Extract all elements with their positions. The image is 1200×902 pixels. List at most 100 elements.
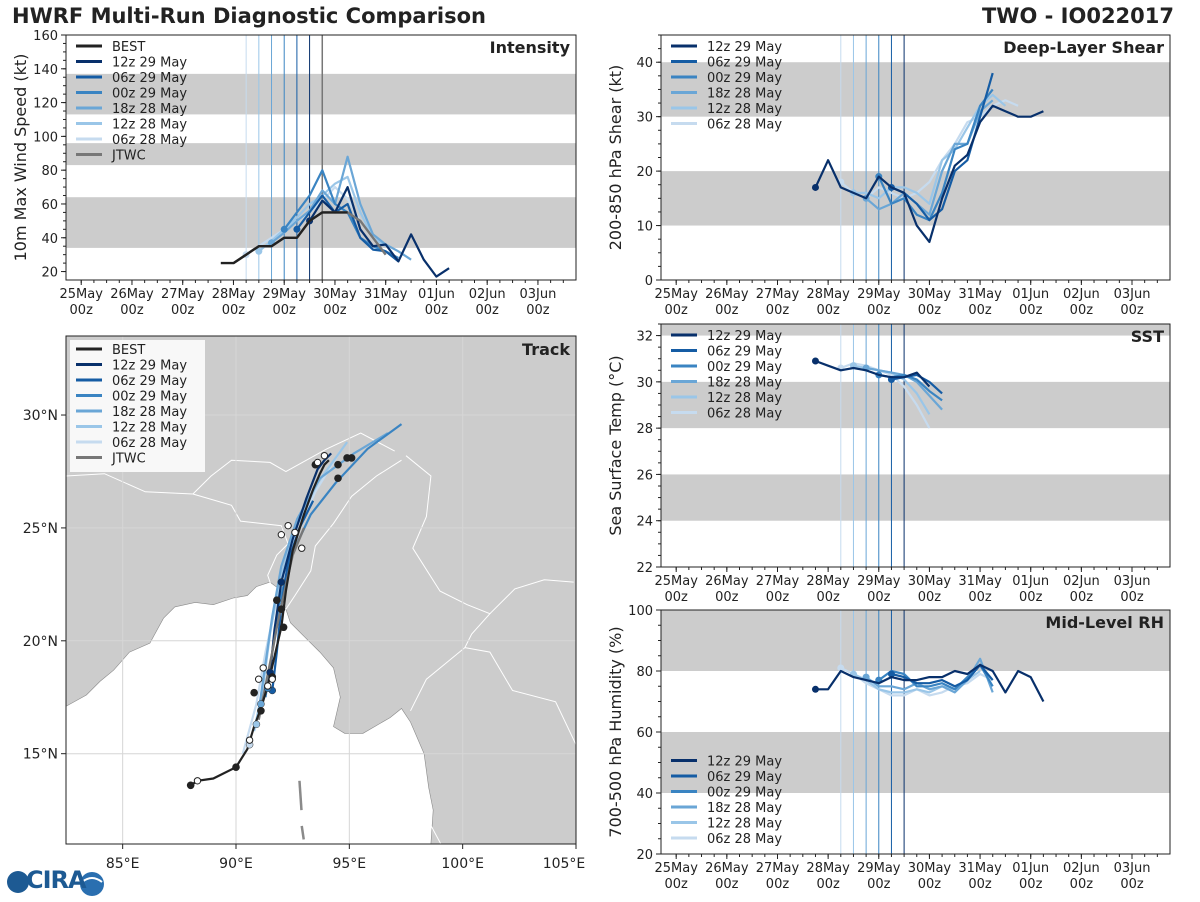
country-border-4 xyxy=(405,455,491,712)
intensity-xtick-label-hour: 00z xyxy=(526,303,550,318)
intensity-series-2-init-point xyxy=(280,225,288,233)
intensity-plot-area xyxy=(66,35,576,280)
intensity-series-4-init-point xyxy=(255,247,263,255)
rh-xtick-label-day: 30May xyxy=(908,861,952,876)
intensity-series-1-init-point xyxy=(293,225,301,233)
shear-xtick-label-day: 30May xyxy=(908,287,952,302)
shear-xtick-label-hour: 00z xyxy=(766,303,790,318)
sst-xtick-label-day: 26May xyxy=(705,574,749,589)
track-ytick-label: 20°N xyxy=(23,634,58,650)
intensity-chart: 2040608010012014016025May00z26May00z27Ma… xyxy=(11,29,577,318)
sst-xtick-label-hour: 00z xyxy=(1019,590,1043,605)
shear-xtick-label-hour: 00z xyxy=(816,303,840,318)
shear-series-2 xyxy=(877,88,994,222)
intensity-xtick-label-hour: 00z xyxy=(323,303,347,318)
shear-ytick-label: 30 xyxy=(636,111,653,126)
sst-xtick-label-day: 31May xyxy=(958,574,1002,589)
track-open-marker xyxy=(320,451,329,460)
intensity-legend-label: 12z 29 May xyxy=(112,56,187,71)
sst-xtick-label-hour: 00z xyxy=(665,590,689,605)
intensity-band-0 xyxy=(66,197,576,248)
rh-ytick-label: 40 xyxy=(636,787,653,802)
intensity-legend-label: BEST xyxy=(112,40,145,55)
sst-title: SST xyxy=(1131,327,1164,346)
sst-legend-label: 12z 28 May xyxy=(707,391,782,406)
intensity-frame xyxy=(65,34,577,281)
track-ytick-label: 15°N xyxy=(23,747,58,763)
rh-xtick-label-day: 03Jun xyxy=(1114,861,1151,876)
track-open-marker xyxy=(284,521,292,530)
sst-xtick-label-hour: 00z xyxy=(1070,590,1094,605)
cira-logo: CIRA xyxy=(4,866,108,898)
intensity-xtick-label-day: 30May xyxy=(313,287,357,302)
intensity-xtick-label-hour: 00z xyxy=(222,303,246,318)
rh-xtick-label-hour: 00z xyxy=(1070,877,1094,892)
rh-xtick-label-hour: 00z xyxy=(816,877,840,892)
track-legend-bg xyxy=(70,340,205,472)
sst-xtick-label-hour: 00z xyxy=(968,590,992,605)
logo-graphic xyxy=(7,871,104,896)
rh-legend-label: 06z 28 May xyxy=(707,832,782,847)
sst-xtick-label-hour: 00z xyxy=(918,590,942,605)
rh-xtick-label-day: 02Jun xyxy=(1063,861,1100,876)
track-best-marker xyxy=(250,688,258,697)
shear-band-0 xyxy=(661,171,1170,226)
track-xtick-label: 85°E xyxy=(106,856,140,872)
shear-xtick-label-day: 27May xyxy=(756,287,800,302)
shear-ytick-label: 10 xyxy=(636,220,653,235)
shear-band-1 xyxy=(661,62,1170,117)
rh-xtick-label-day: 28May xyxy=(806,861,850,876)
intensity-ylabel: 10m Max Wind Speed (kt) xyxy=(11,54,30,262)
rh-legend-label: 12z 28 May xyxy=(707,817,782,832)
track-legend-label: JTWC xyxy=(111,452,146,467)
sst-plot-area xyxy=(661,324,1170,567)
track-map: 85°E 90°E 95°E 100°E 105°E 15°N 20°N 25°N 30°N Tr… xyxy=(23,335,585,872)
sst-series-0 xyxy=(815,359,931,388)
intensity-xtick-label-day: 31May xyxy=(364,287,408,302)
intensity-legend-label: 06z 29 May xyxy=(112,71,187,86)
track-xtick-label: 90°E xyxy=(219,856,253,872)
intensity-ytick-label: 140 xyxy=(33,63,58,78)
intensity-legend-label: JTWC xyxy=(111,149,146,164)
intensity-ytick-label: 160 xyxy=(33,29,58,44)
sst-xtick-label-hour: 00z xyxy=(1120,590,1144,605)
track-run-marker-3 xyxy=(257,700,265,708)
track-legend-label: 12z 28 May xyxy=(112,421,187,436)
shear-xtick-label-hour: 00z xyxy=(918,303,942,318)
island-0 xyxy=(298,780,303,811)
rh-ytick-label: 80 xyxy=(636,665,653,680)
intensity-xtick-label-hour: 00z xyxy=(425,303,449,318)
rh-title: Mid-Level RH xyxy=(1045,613,1164,632)
track-xtick-label: 100°E xyxy=(441,856,484,872)
shear-xtick-label-hour: 00z xyxy=(715,303,739,318)
track-open-marker xyxy=(268,675,276,683)
track-best xyxy=(190,459,330,787)
shear-ytick-label: 40 xyxy=(636,56,653,71)
shear-series-0-init-point xyxy=(811,183,819,191)
shear-xtick-label-day: 03Jun xyxy=(1114,287,1151,302)
track-best-marker xyxy=(186,781,195,790)
country-border-2 xyxy=(66,473,193,495)
rh-xtick-label-hour: 00z xyxy=(665,877,689,892)
intensity-ytick-label: 20 xyxy=(41,266,58,281)
track-legend-label: BEST xyxy=(112,343,145,358)
sst-frame xyxy=(660,323,1171,568)
rh-xtick-label-hour: 00z xyxy=(715,877,739,892)
rh-legend-label: 00z 29 May xyxy=(707,786,782,801)
rh-legend-label: 12z 29 May xyxy=(707,755,782,770)
intensity-xtick-label-day: 28May xyxy=(212,287,256,302)
track-frame xyxy=(65,335,577,845)
intensity-best-series xyxy=(220,211,348,265)
track-best-marker xyxy=(279,623,288,632)
track-best-marker xyxy=(273,596,281,604)
rh-xtick-label-day: 29May xyxy=(857,861,901,876)
sst-xtick-label-day: 30May xyxy=(908,574,952,589)
shear-legend-label: 06z 28 May xyxy=(707,118,782,133)
rh-xtick-label-hour: 00z xyxy=(766,877,790,892)
shear-xtick-label-hour: 00z xyxy=(1070,303,1094,318)
track-open-marker xyxy=(313,458,322,467)
track-best-marker xyxy=(277,605,286,613)
track-series-0 xyxy=(268,452,332,675)
intensity-ytick-label: 60 xyxy=(41,198,58,213)
